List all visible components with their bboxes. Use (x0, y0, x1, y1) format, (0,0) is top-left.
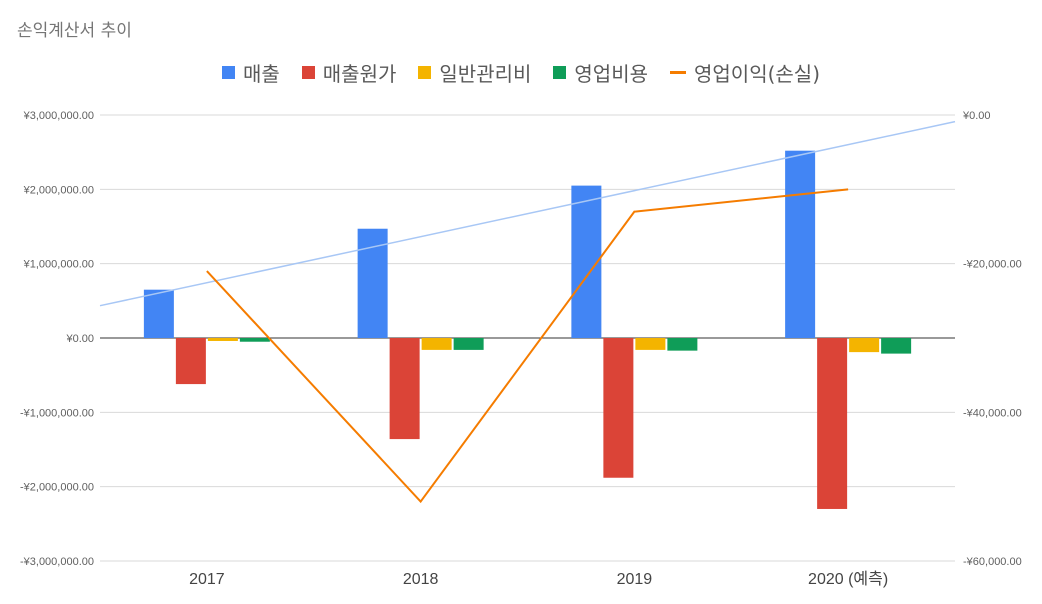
y-left-tick-label: ¥2,000,000.00 (23, 184, 94, 196)
legend-label: 매출 (242, 62, 280, 86)
bar-영업비용 (239, 338, 270, 342)
trendline (99, 120, 956, 307)
x-category-label: 2017 (189, 571, 225, 588)
y-left-tick-label: -¥2,000,000.00 (20, 482, 94, 494)
bar-매출 (785, 150, 816, 338)
y-right-tick-label: ¥0.00 (962, 110, 991, 122)
y-right-tick-label: -¥60,000.00 (963, 556, 1022, 568)
x-category-label: 2019 (617, 571, 653, 588)
line-영업이익(손실) (206, 188, 849, 504)
y-right-tick-label: -¥20,000.00 (963, 259, 1022, 271)
bar-매출원가 (175, 338, 206, 385)
bar-일반관리비 (849, 338, 880, 353)
bar-매출원가 (389, 338, 420, 440)
y-left-tick-label: ¥3,000,000.00 (23, 110, 94, 122)
bar-매출 (143, 289, 174, 338)
x-category-label: 2020 (예측) (808, 570, 888, 588)
legend: 매출 매출원가 일반관리비 영업비용 영업이익(손실) (0, 58, 1042, 87)
legend-item[interactable]: 영업이익(손실) (670, 58, 820, 87)
y-left-tick-label: ¥0.00 (65, 333, 94, 345)
legend-label: 영업이익(손실) (694, 62, 821, 86)
bar-매출원가 (817, 338, 848, 509)
legend-label: 영업비용 (574, 62, 648, 86)
bar-영업비용 (881, 338, 912, 354)
bar-일반관리비 (207, 338, 238, 341)
y-left-tick-label: -¥3,000,000.00 (20, 556, 94, 568)
legend-item[interactable]: 일반관리비 (418, 58, 531, 87)
y-left-tick-label: -¥1,000,000.00 (20, 407, 94, 419)
legend-item[interactable]: 영업비용 (553, 58, 648, 87)
bar-일반관리비 (635, 338, 666, 350)
legend-label: 매출원가 (322, 62, 397, 86)
y-right-tick-label: -¥40,000.00 (963, 407, 1022, 419)
legend-swatch (221, 66, 235, 79)
chart-title: 손익계산서 추이 (17, 21, 132, 41)
legend-swatch (670, 71, 686, 74)
legend-label: 일반관리비 (439, 62, 532, 86)
legend-swatch (301, 66, 315, 79)
bar-일반관리비 (421, 338, 452, 350)
legend-item[interactable]: 매출원가 (301, 58, 397, 87)
legend-swatch (553, 66, 567, 79)
bar-영업비용 (667, 338, 698, 351)
legend-swatch (418, 66, 432, 79)
x-category-label: 2018 (403, 571, 439, 588)
legend-item[interactable]: 매출 (221, 58, 280, 87)
y-left-tick-label: ¥1,000,000.00 (23, 259, 94, 271)
bar-매출원가 (603, 338, 634, 478)
bar-영업비용 (453, 338, 484, 350)
